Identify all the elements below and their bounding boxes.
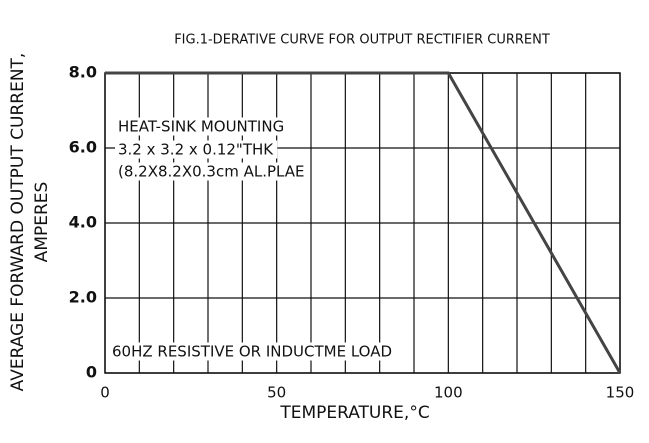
y-tick-label: 0 bbox=[86, 363, 97, 382]
annotation: 60HZ RESISTIVE OR INDUCTME LOAD bbox=[112, 343, 392, 361]
y-tick-label: 2.0 bbox=[69, 288, 97, 307]
data-line bbox=[105, 71, 622, 374]
annotation: (8.2X8.2X0.3cm AL.PLAE bbox=[118, 163, 304, 181]
annotation: HEAT-SINK MOUNTING bbox=[118, 118, 284, 136]
annotation-background bbox=[115, 162, 308, 181]
y-tick-label: 4.0 bbox=[69, 213, 97, 232]
y-tick-label: 8.0 bbox=[69, 63, 97, 82]
chart-title: FIG.1-DERATIVE CURVE FOR OUTPUT RECTIFIE… bbox=[174, 33, 550, 48]
y-axis-label: AMPERES bbox=[32, 182, 52, 263]
y-tick-label: 6.0 bbox=[69, 138, 97, 157]
annotation: 3.2 x 3.2 x 0.12"THK bbox=[118, 141, 274, 159]
x-tick-label: 0 bbox=[100, 384, 110, 402]
x-tick-label: 50 bbox=[267, 384, 286, 402]
annotation-background bbox=[109, 342, 396, 361]
y-axis-label: AVERAGE FORWARD OUTPUT CURRENT, bbox=[8, 53, 28, 392]
x-tick-label: 150 bbox=[606, 384, 635, 402]
annotation-background bbox=[115, 140, 278, 159]
x-axis-label: TEMPERATURE,°C bbox=[279, 403, 429, 423]
annotation-background bbox=[115, 117, 288, 136]
x-tick-label: 100 bbox=[434, 384, 463, 402]
